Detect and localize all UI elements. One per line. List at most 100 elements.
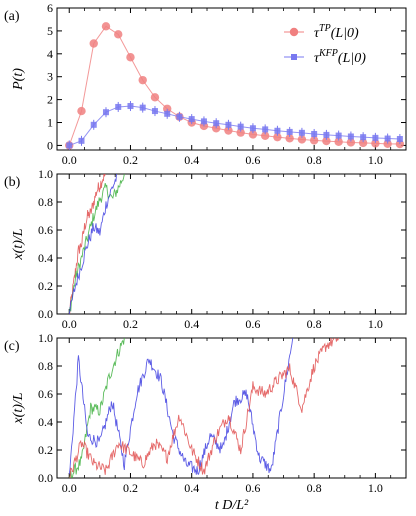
- y-tick-label: 5: [47, 24, 53, 38]
- trajectory-line: [68, 174, 119, 314]
- data-point-square: [151, 108, 158, 115]
- x-tick-label: 1.0: [368, 481, 383, 495]
- x-tick-label: 0.2: [123, 481, 138, 495]
- data-point-circle: [224, 126, 233, 135]
- data-point-square: [249, 125, 256, 132]
- y-tick-label: 2: [47, 93, 53, 107]
- legend-sup: KFP: [318, 48, 338, 59]
- data-point-square: [102, 109, 109, 116]
- legend-main: τ: [314, 26, 320, 41]
- plot-area: [68, 174, 125, 314]
- plot-frame: [56, 7, 407, 151]
- data-point-square: [115, 103, 122, 110]
- x-tick-label: 1.0: [368, 153, 383, 167]
- data-point-circle: [285, 134, 294, 143]
- x-tick-label: 0.6: [245, 153, 260, 167]
- trajectory-line: [68, 338, 294, 475]
- x-tick-label: 0.8: [307, 317, 322, 331]
- trajectory-line: [68, 174, 106, 314]
- data-point-square: [164, 110, 171, 117]
- x-tick-label: 1.0: [368, 317, 383, 331]
- legend-label: τKFP(L|0): [314, 48, 366, 66]
- data-point-square: [139, 104, 146, 111]
- data-point-circle: [236, 128, 245, 137]
- data-point-square: [372, 134, 379, 141]
- legend-marker-circle: [289, 27, 299, 37]
- y-axis-label: P(t): [11, 68, 26, 91]
- data-point-circle: [101, 22, 111, 31]
- data-point-square: [262, 126, 269, 133]
- data-point-square: [360, 134, 367, 141]
- x-tick-label: 0.4: [184, 153, 199, 167]
- y-tick-label: 0.0: [38, 471, 53, 485]
- data-point-square: [335, 132, 342, 139]
- y-tick-label: 3: [47, 70, 53, 84]
- data-point-square: [323, 131, 330, 138]
- x-tick-label: 0.4: [184, 317, 199, 331]
- x-axis-label: t D/L²: [215, 498, 249, 513]
- data-point-circle: [334, 137, 343, 146]
- data-point-circle: [371, 139, 380, 148]
- data-point-circle: [358, 138, 368, 148]
- y-tick-label: 0.0: [38, 307, 53, 321]
- data-point-square: [213, 120, 220, 127]
- data-point-circle: [260, 131, 270, 140]
- plot-area: [68, 338, 340, 478]
- data-point-circle: [138, 75, 147, 85]
- legend-label: τTP(L|0): [314, 23, 359, 41]
- data-point-square: [396, 136, 403, 143]
- data-point-circle: [114, 30, 123, 39]
- y-tick-label: 0.8: [38, 359, 53, 373]
- trajectory-line: [68, 338, 125, 478]
- panel-a: 0.0 0.2 0.4 0.6 0.8 1.00123456(a)P(t)τTP(L|0)…: [4, 1, 407, 167]
- y-tick-label: 4: [47, 47, 53, 61]
- data-point-square: [237, 123, 244, 130]
- legend-tail: (L|0): [331, 26, 359, 41]
- legend-sup: TP: [319, 23, 331, 34]
- data-point-circle: [273, 132, 282, 142]
- data-point-circle: [309, 136, 319, 145]
- data-point-square: [384, 135, 391, 142]
- plot-frame: [56, 337, 407, 479]
- panel-b: 0.0 0.2 0.4 0.6 0.8 1.0 0.0 0.2 0.4 0.6 0.8 1.0 (b) x…: [4, 167, 407, 331]
- y-tick-label: 1: [47, 116, 53, 130]
- x-tick-label: 0.6: [245, 317, 260, 331]
- data-point-square: [66, 142, 73, 149]
- trajectory-line: [68, 174, 125, 313]
- y-tick-label: 0.6: [38, 387, 53, 401]
- legend-tail: (L|0): [338, 51, 366, 66]
- data-point-square: [274, 127, 281, 134]
- panel-label: (b): [4, 175, 21, 190]
- y-axis-label: x(t)/L: [11, 392, 26, 424]
- y-tick-label: 1.0: [38, 167, 53, 181]
- data-point-square: [311, 130, 318, 137]
- data-point-circle: [297, 135, 307, 144]
- series-line-circle: [68, 25, 400, 146]
- data-point-square: [225, 121, 232, 128]
- trajectory-line: [69, 338, 340, 478]
- data-point-square: [78, 137, 85, 144]
- y-tick-label: 0.4: [38, 251, 53, 265]
- data-point-square: [200, 118, 207, 125]
- data-point-circle: [126, 53, 135, 62]
- panel-label: (a): [4, 9, 20, 24]
- x-tick-label: 0.2: [123, 153, 138, 167]
- data-point-circle: [248, 130, 258, 139]
- data-point-circle: [89, 39, 98, 48]
- legend: τTP(L|0)τKFP(L|0): [284, 23, 366, 66]
- x-tick-label: 0.0: [62, 317, 77, 331]
- data-point-square: [286, 128, 293, 135]
- y-tick-label: 0: [47, 138, 53, 152]
- y-tick-label: 0.2: [38, 443, 53, 457]
- x-tick-label: 0.8: [307, 153, 322, 167]
- x-tick-label: 0.0: [62, 153, 77, 167]
- data-point-square: [298, 129, 305, 136]
- panel-label: (c): [4, 339, 20, 354]
- data-point-square: [90, 121, 97, 128]
- y-tick-label: 1.0: [38, 331, 53, 345]
- legend-main: τ: [314, 51, 320, 66]
- data-point-square: [127, 103, 134, 110]
- data-point-circle: [322, 136, 331, 146]
- data-point-square: [176, 113, 183, 120]
